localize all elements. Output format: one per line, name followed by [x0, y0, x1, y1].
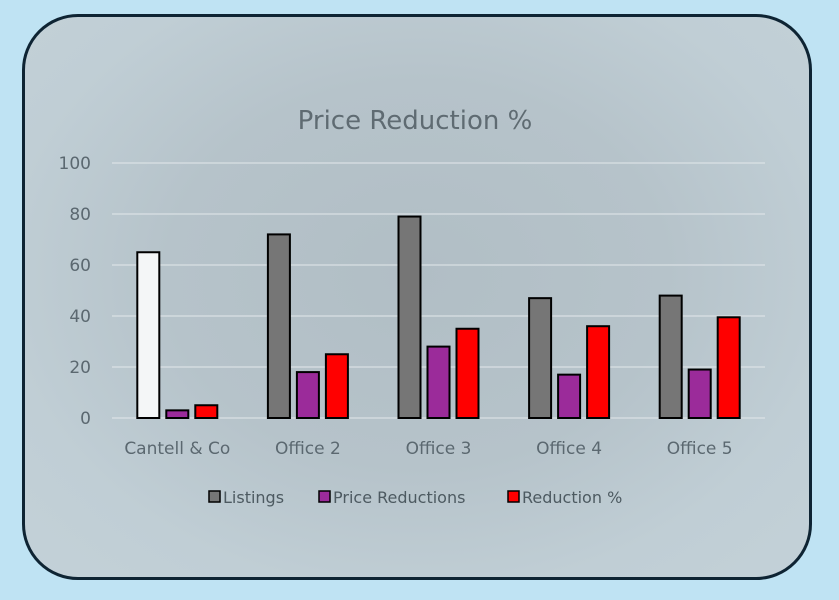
chart-title: Price Reduction %: [298, 106, 533, 136]
bar-listings-3: [528, 297, 553, 419]
bar-reduction--0: [194, 404, 219, 419]
bar-price-reductions-2: [426, 345, 451, 420]
bar-price-reductions-4: [687, 368, 712, 419]
bar-listings-0: [136, 251, 161, 419]
bar-reduction--1: [324, 353, 349, 419]
chart-card: Price Reduction % 0 20 40 60 80 100 Cantell &…: [22, 14, 812, 580]
bars: [136, 215, 741, 420]
legend-swatch-listings: [208, 490, 221, 503]
bar-chart: Price Reduction % 0 20 40 60 80 100 Cantell &…: [59, 106, 765, 507]
bar-price-reductions-0: [165, 409, 190, 420]
bar-price-reductions-1: [295, 371, 320, 420]
gridlines: [112, 162, 765, 419]
legend-label: Reduction %: [522, 488, 622, 507]
x-category-label: Office 2: [275, 439, 341, 459]
bar-reduction--4: [716, 316, 741, 419]
bar-price-reductions-3: [557, 373, 582, 419]
legend: Listings Price Reductions Reduction %: [208, 488, 622, 507]
bar-reduction--3: [586, 325, 611, 420]
legend-swatch-price-reductions: [318, 490, 331, 503]
x-category-label: Office 3: [406, 439, 472, 459]
x-category-label: Cantell & Co: [124, 439, 230, 459]
y-tick-label: 0: [80, 409, 91, 429]
legend-label: Price Reductions: [333, 488, 465, 507]
y-tick-label: 80: [69, 205, 91, 225]
y-tick-label: 60: [69, 256, 91, 276]
x-axis-categories: Cantell & Co Office 2 Office 3 Office 4 Offi…: [124, 439, 732, 459]
y-axis-ticks: 0 20 40 60 80 100: [59, 154, 91, 429]
bar-listings-2: [397, 215, 422, 419]
bar-listings-1: [266, 233, 291, 419]
y-tick-label: 40: [69, 307, 91, 327]
bar-listings-4: [658, 294, 683, 420]
x-category-label: Office 4: [536, 439, 602, 459]
legend-swatch-reduction-: [507, 490, 520, 503]
bar-reduction--2: [455, 327, 480, 419]
y-tick-label: 100: [59, 154, 91, 174]
y-tick-label: 20: [69, 358, 91, 378]
x-category-label: Office 5: [667, 439, 733, 459]
legend-label: Listings: [223, 488, 284, 507]
